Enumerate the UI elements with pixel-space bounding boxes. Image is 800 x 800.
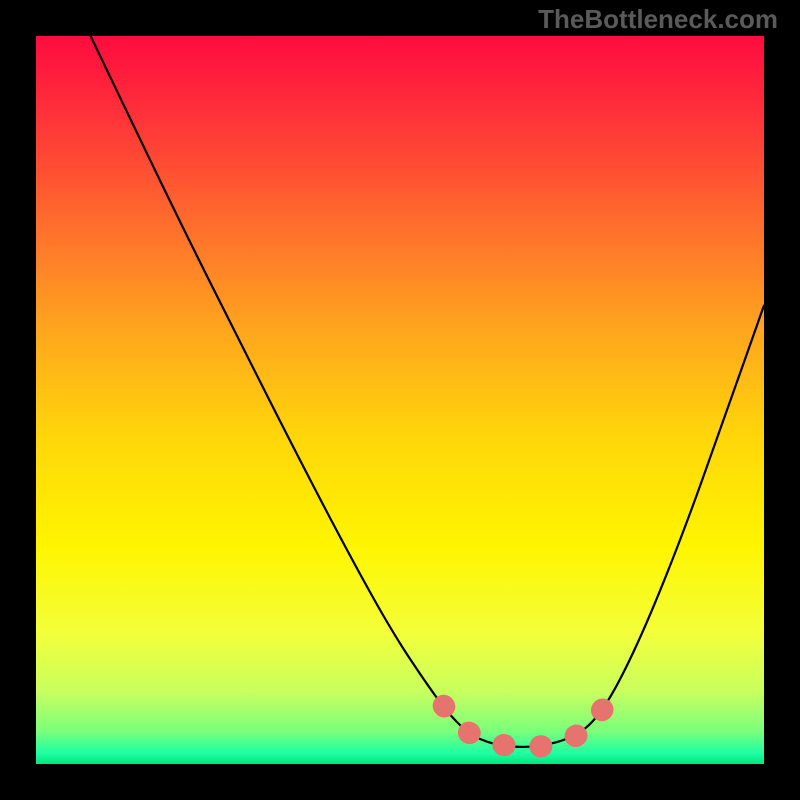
- chart-svg: [36, 36, 764, 764]
- gradient-background: [36, 36, 764, 764]
- watermark-text: TheBottleneck.com: [538, 4, 778, 35]
- chart-plot-area: [36, 36, 764, 764]
